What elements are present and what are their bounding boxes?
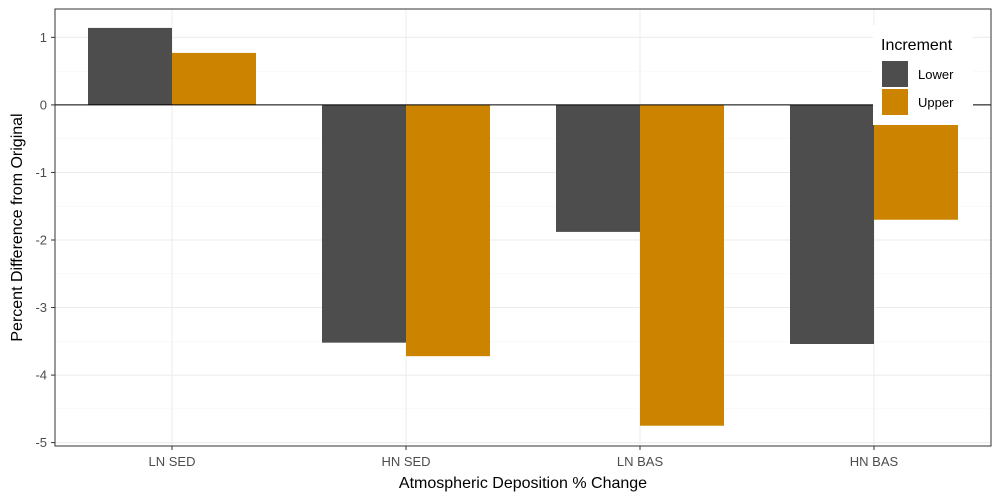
legend-key-lower xyxy=(882,61,908,87)
bar-upper-2 xyxy=(640,104,724,426)
axes: 1 0 -1 -2 -3 -4 -5 LN SED HN SED LN BAS HN BAS xyxy=(35,30,898,469)
x-tick-label: HN BAS xyxy=(850,454,899,469)
legend-label-lower: Lower xyxy=(918,67,954,82)
legend-label-upper: Upper xyxy=(918,95,954,110)
y-tick-label: -5 xyxy=(35,435,47,450)
bar-upper-0 xyxy=(172,52,256,105)
legend-key-upper xyxy=(882,89,908,115)
x-axis-title: Atmospheric Deposition % Change xyxy=(399,475,647,492)
y-tick-label: -1 xyxy=(35,165,47,180)
legend-items: Lower Upper xyxy=(882,61,954,115)
plot-panel-border xyxy=(54,8,992,447)
y-tick-label: 1 xyxy=(40,30,47,45)
bars xyxy=(88,27,958,426)
bar-lower-2 xyxy=(556,104,640,232)
bar-lower-3 xyxy=(790,104,874,345)
y-tick-label: -3 xyxy=(35,300,47,315)
x-tick-label: LN BAS xyxy=(617,454,664,469)
legend-title: Increment xyxy=(881,37,953,54)
x-tick-label: LN SED xyxy=(149,454,196,469)
y-axis-title: Percent Difference from Original xyxy=(9,113,26,341)
bar-lower-1 xyxy=(322,104,406,343)
bar-lower-0 xyxy=(88,27,172,105)
legend: Increment Lower Upper xyxy=(873,25,973,125)
y-tick-label: 0 xyxy=(40,97,47,112)
bar-upper-1 xyxy=(406,104,490,357)
y-tick-label: -4 xyxy=(35,368,47,383)
x-tick-label: HN SED xyxy=(381,454,430,469)
y-tick-label: -2 xyxy=(35,232,47,247)
